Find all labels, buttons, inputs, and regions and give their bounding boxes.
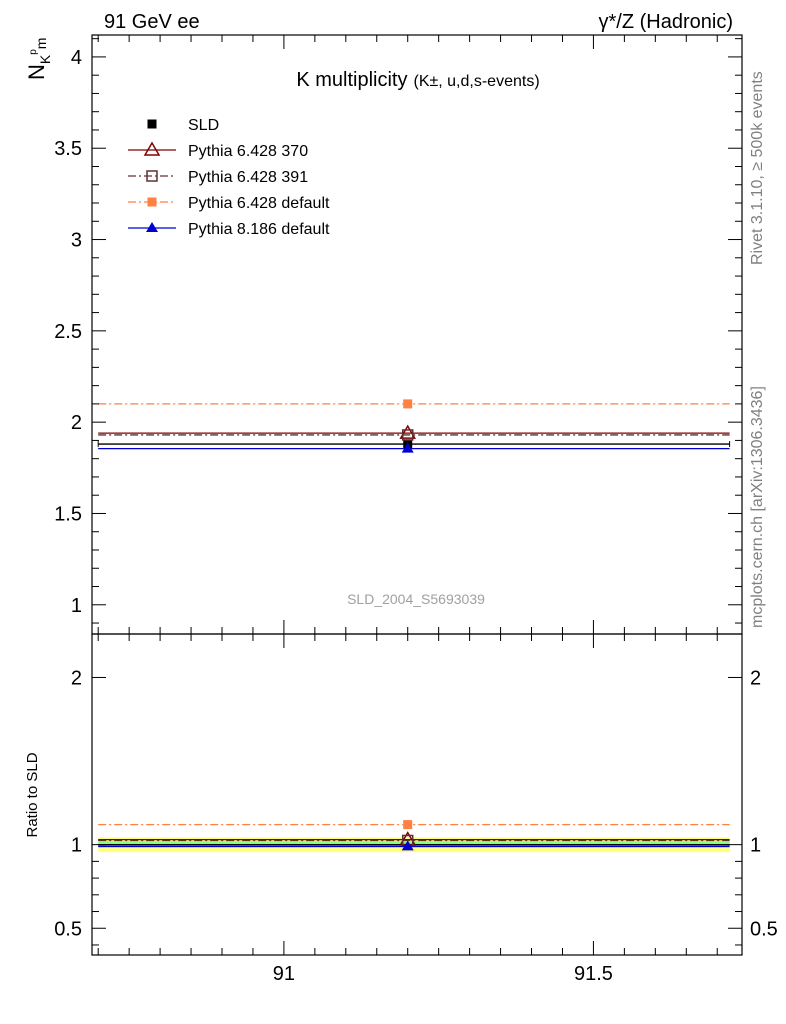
- data-point-p8: [401, 442, 414, 453]
- legend-marker-data: [147, 119, 157, 129]
- ratio-ytick-label-left: 0.5: [54, 918, 82, 940]
- main-ylabel-sup: p: [28, 49, 39, 55]
- main-ylabel-base: N: [24, 64, 49, 80]
- data-point-p370: [399, 424, 417, 439]
- ratio-ylabel: Ratio to SLD: [24, 752, 41, 837]
- main-ytick-label: 1: [71, 595, 82, 617]
- ratio-ytick-label-left: 2: [71, 667, 82, 689]
- ratio-frame: [91, 633, 743, 956]
- chart-title-suffix: (K±, u,d,s-events): [413, 73, 539, 90]
- legend-marker-p370: [143, 141, 161, 156]
- main-ylabel: NKpm: [24, 38, 53, 80]
- main-ytick-label: 1.5: [54, 503, 82, 525]
- xtick-label: 91.5: [574, 963, 613, 985]
- main-ytick-label: 3.5: [54, 138, 82, 160]
- header-right: γ*/Z (Hadronic): [599, 11, 733, 33]
- ratio-ytick-label-right: 1: [750, 835, 761, 857]
- legend-label-p391: Pythia 6.428 391: [188, 169, 308, 186]
- ratio-point-pdef: [403, 820, 413, 830]
- legend: SLD Pythia 6.428 370 Pythia 6.428 391 Pythi…: [128, 117, 330, 238]
- legend-label-p8: Pythia 8.186 default: [188, 221, 330, 238]
- main-ytick-label: 4: [71, 47, 82, 69]
- ratio-ytick-label-right: 2: [750, 667, 761, 689]
- legend-label-p370: Pythia 6.428 370: [188, 143, 308, 160]
- data-point-p391: [401, 429, 414, 441]
- legend-marker-p391: [146, 170, 158, 182]
- main-ytick-label: 2.5: [54, 321, 82, 343]
- data-point-pdef: [403, 399, 413, 409]
- ratio-ytick-label-right: 0.5: [750, 918, 778, 940]
- ratio-panel: [98, 820, 730, 853]
- main-ytick-label: 2: [71, 412, 82, 434]
- legend-label-data: SLD: [188, 117, 219, 134]
- main-ytick-label: 3: [71, 230, 82, 252]
- side-label-bottom: mcplots.cern.ch [arXiv:1306.3436]: [749, 386, 766, 628]
- watermark: SLD_2004_S5693039: [347, 591, 485, 607]
- header-left: 91 GeV ee: [104, 11, 200, 33]
- legend-marker-pdef: [147, 197, 157, 207]
- ratio-ytick-label-left: 1: [71, 835, 82, 857]
- main-panel: [97, 399, 731, 453]
- xtick-label: 91: [273, 963, 295, 985]
- main-ylabel-sub: K: [37, 54, 53, 64]
- chart-title: K multiplicity (K±, u,d,s-events): [296, 69, 539, 91]
- legend-label-pdef: Pythia 6.428 default: [188, 195, 330, 212]
- side-label-top: Rivet 3.1.10, ≥ 500k events: [749, 71, 766, 265]
- axes: 1 1.5 2 2.5 3 3.5 4 0.5 0.5 1 1 2 2 91 91.5: [54, 34, 778, 985]
- main-ylabel-sub2: m: [33, 38, 49, 50]
- legend-marker-p8: [146, 222, 158, 232]
- chart-title-main: K multiplicity: [296, 69, 407, 91]
- ratio-point-p8: [401, 840, 414, 851]
